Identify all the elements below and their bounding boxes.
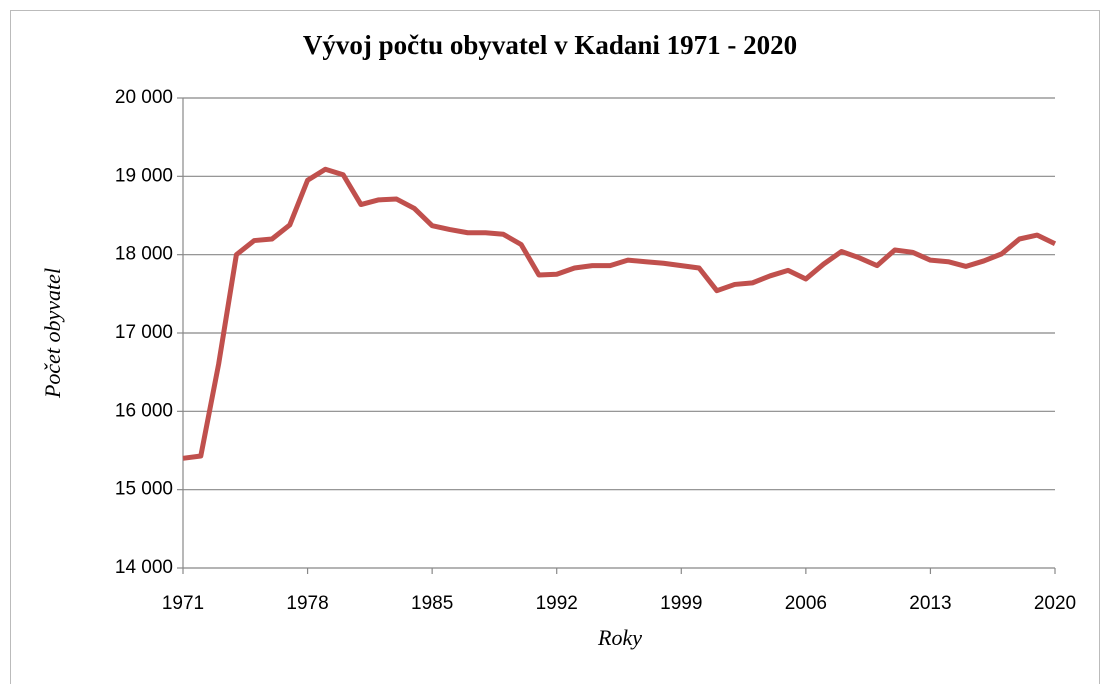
y-tick-label: 15 000 [115, 479, 173, 500]
x-axis-label: Roky [597, 625, 642, 650]
x-tick-label: 1978 [286, 593, 328, 614]
y-axis-label: Počet obyvatel [40, 268, 65, 399]
y-tick-label: 19 000 [115, 165, 173, 186]
y-tick-label: 14 000 [115, 557, 173, 578]
data-line [182, 166, 1057, 461]
y-tick-label: 20 000 [115, 87, 173, 108]
x-tick-label: 1992 [536, 593, 578, 614]
x-tick-label: 2020 [1034, 593, 1076, 614]
x-tick-label: 2006 [785, 593, 827, 614]
y-tick-label: 17 000 [115, 322, 173, 343]
x-tick-label: 1971 [162, 593, 204, 614]
chart-border [10, 10, 1100, 684]
x-tick-label: 1985 [411, 593, 453, 614]
y-tick-label: 16 000 [115, 400, 173, 421]
x-tick-label: 2013 [909, 593, 951, 614]
x-tick-label: 1999 [660, 593, 702, 614]
chart-title: Vývoj počtu obyvatel v Kadani 1971 - 202… [303, 30, 797, 60]
y-tick-label: 18 000 [115, 244, 173, 265]
